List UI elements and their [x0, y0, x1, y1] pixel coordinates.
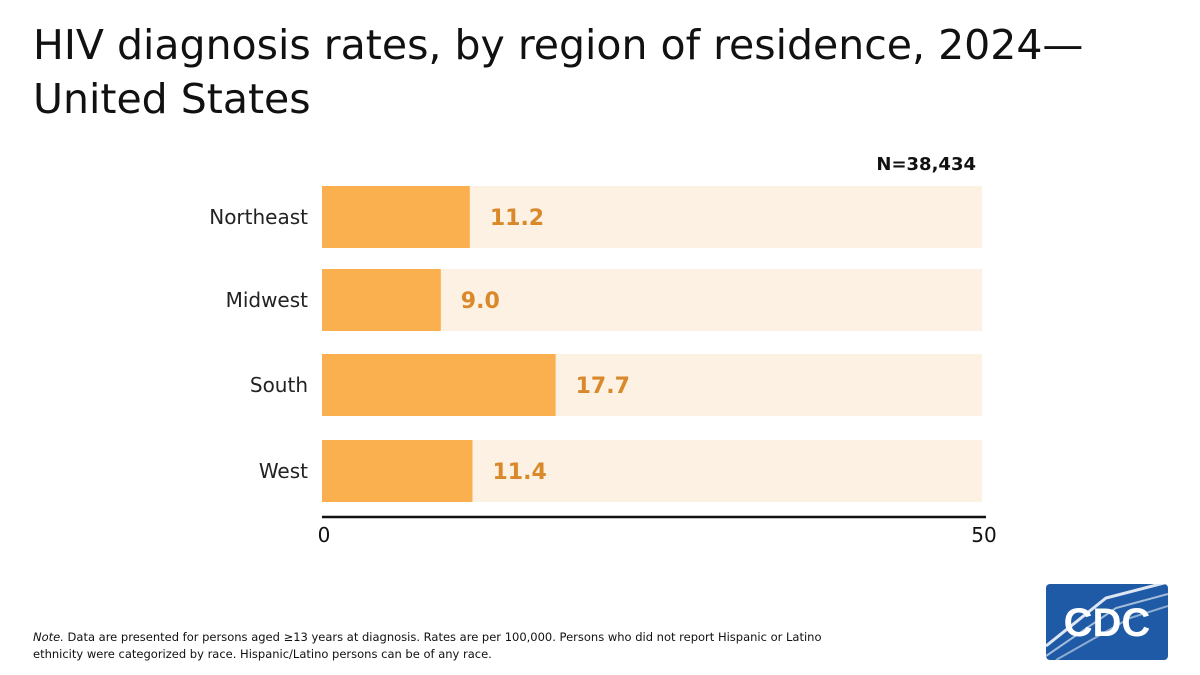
bar-northeast: [322, 186, 470, 248]
x-tick-label: 0: [318, 523, 331, 547]
category-label-northeast: Northeast: [209, 205, 308, 229]
category-label-midwest: Midwest: [226, 288, 309, 312]
footnote-text: Data are presented for persons aged ≥13 …: [33, 630, 822, 661]
footnote: Note. Data are presented for persons age…: [33, 629, 853, 663]
chart-title: HIV diagnosis rates, by region of reside…: [33, 21, 1084, 123]
value-label-midwest: 9.0: [461, 289, 500, 314]
category-label-west: West: [259, 459, 308, 483]
bar-south: [322, 354, 556, 416]
cdc-logo-text: CDC: [1064, 601, 1151, 645]
svg-text:TM: TM: [1155, 656, 1164, 662]
category-label-south: South: [250, 373, 308, 397]
value-label-south: 17.7: [576, 374, 630, 399]
footnote-label: Note.: [33, 630, 64, 644]
x-tick-label: 50: [971, 523, 996, 547]
bar-midwest: [322, 269, 441, 331]
bar-west: [322, 440, 473, 502]
value-label-west: 11.4: [492, 460, 546, 485]
cdc-logo: CDC TM: [1046, 584, 1168, 662]
value-label-northeast: 11.2: [490, 206, 544, 231]
sample-size-label: N=38,434: [876, 154, 976, 175]
